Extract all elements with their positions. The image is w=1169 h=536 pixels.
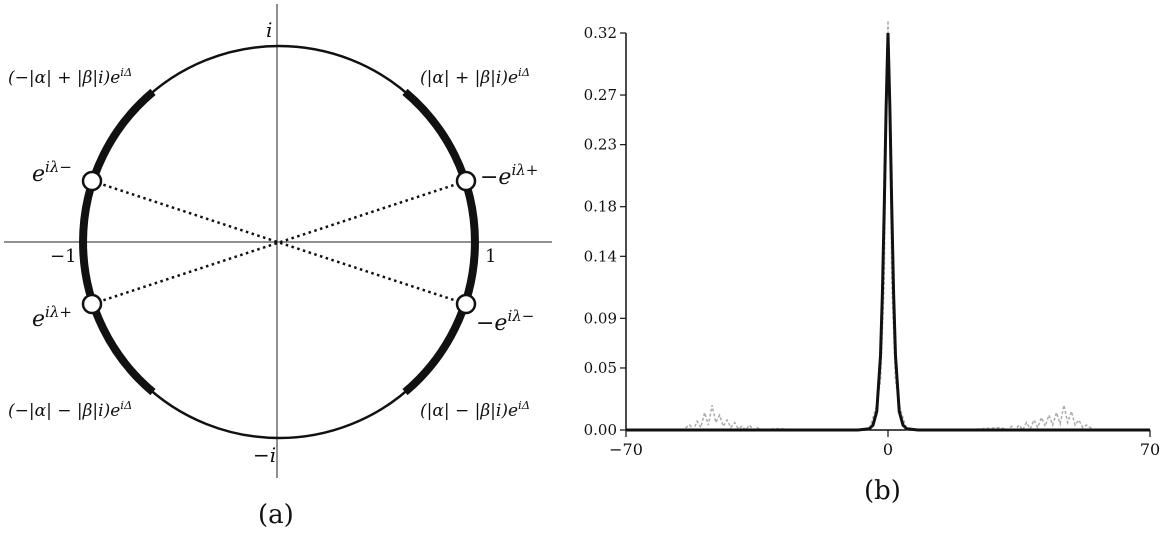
series-solid-line [626,32,1150,432]
x-tick-label: 70 [1140,440,1160,459]
point-label-lower-right: −eiλ− [476,307,534,336]
right-thick-arc [402,88,479,396]
arc-label-bottom-right: (|α| − |β|i)eiΔ [420,398,530,421]
point-label-upper-left: eiλ− [32,158,72,187]
point-lower-left [81,293,103,315]
panel-a-unit-circle: i −i −1 1 (−|α| + |β|i)eiΔ (|α| + |β|i)e… [4,4,552,530]
axis-label-bottom: −i [253,443,276,467]
left-thick-arc [79,88,156,396]
point-upper-right [455,170,477,192]
y-tick-label: 0.00 [584,421,617,439]
axis-label-left: −1 [50,246,77,267]
arc-label-top-right: (|α| + |β|i)eiΔ [420,65,530,88]
arc-label-bottom-left: (−|α| − |β|i)eiΔ [8,398,132,421]
series-layer [626,20,1150,432]
y-tick-label: 0.18 [584,198,617,216]
y-tick-label: 0.09 [584,309,617,327]
x-tick-label: −70 [609,440,643,459]
panel-b-chart: 0.000.050.090.140.180.230.270.32 −70 0 70 … [584,20,1160,506]
y-ticks: 0.00 0.05 0.09 0.14 0.18 0.23 0.27 0.32 [584,24,626,439]
axis-label-top: i [266,18,272,42]
caption-a: (a) [258,500,294,530]
y-tick-label: 0.23 [584,136,617,154]
caption-b: (b) [864,476,901,506]
point-upper-left [81,170,103,192]
y-tick-label: 0.05 [584,359,617,377]
x-tick-label: 0 [883,440,893,459]
arc-label-top-left: (−|α| + |β|i)eiΔ [8,65,132,88]
point-label-upper-right: −eiλ+ [480,161,538,190]
x-ticks: −70 0 70 [609,430,1160,459]
point-lower-right [455,293,477,315]
y-tick-label: 0.27 [584,86,617,104]
point-label-lower-left: eiλ+ [32,303,72,332]
axis-label-right: 1 [485,246,496,267]
y-tick-label: 0.32 [584,24,617,42]
y-tick-label: 0.14 [584,247,617,265]
